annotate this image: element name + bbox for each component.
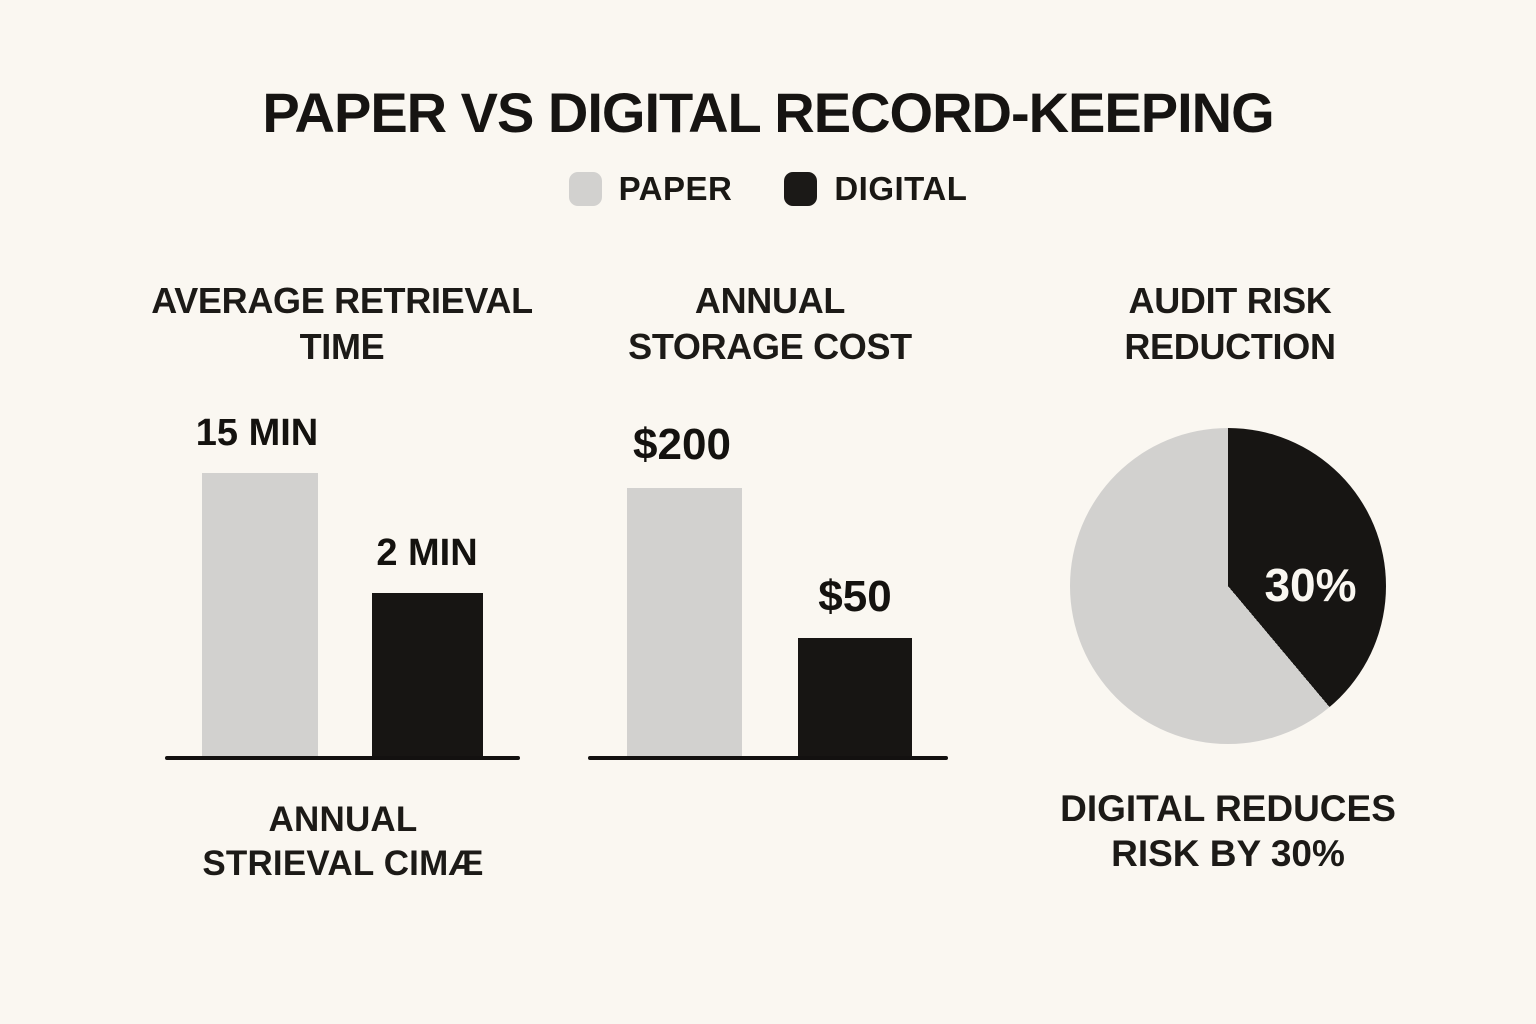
retrieval-digital-bar [372, 593, 483, 757]
storage-digital-value-label: $50 [818, 572, 892, 621]
audit-heading-line1: AUDIT RISK [1128, 280, 1332, 321]
legend-label-digital: DIGITAL [834, 170, 968, 207]
storage-heading-line2: STORAGE COST [628, 326, 912, 367]
audit-caption-line2: RISK BY 30% [1111, 833, 1345, 874]
audit-pie-slice-label: 30% [1264, 559, 1357, 611]
paper-swatch-icon [568, 172, 602, 206]
audit-caption-line1: DIGITAL REDUCES [1060, 788, 1396, 829]
storage-digital-bar [798, 638, 912, 757]
audit-panel-heading: AUDIT RISK REDUCTION [1030, 278, 1430, 370]
legend-item-paper: PAPER [568, 170, 733, 208]
audit-caption: DIGITAL REDUCES RISK BY 30% [1028, 786, 1428, 876]
storage-heading-line1: ANNUAL [694, 280, 846, 321]
retrieval-digital-value-label: 2 MIN [376, 532, 478, 574]
retrieval-caption: ANNUAL STRIEVAL CIMÆ [143, 798, 543, 886]
retrieval-paper-bar [202, 473, 318, 757]
retrieval-heading-line1: AVERAGE RETRIEVAL [151, 280, 533, 321]
legend: PAPER DIGITAL [0, 170, 1536, 208]
audit-heading-line2: REDUCTION [1124, 326, 1336, 367]
storage-axis-baseline [588, 756, 948, 760]
audit-pie-chart [1070, 428, 1386, 744]
legend-label-paper: PAPER [618, 170, 733, 207]
retrieval-axis-baseline [165, 756, 520, 760]
retrieval-caption-line2: STRIEVAL CIMÆ [202, 844, 484, 883]
retrieval-heading-line2: TIME [299, 326, 385, 367]
page-title: PAPER VS DIGITAL RECORD-KEEPING [262, 81, 1274, 144]
digital-swatch-icon [784, 172, 818, 206]
retrieval-panel-heading: AVERAGE RETRIEVAL TIME [142, 278, 542, 370]
storage-panel-heading: ANNUAL STORAGE COST [570, 278, 970, 370]
retrieval-paper-value-label: 15 MIN [195, 412, 319, 454]
retrieval-caption-line1: ANNUAL [268, 800, 418, 839]
legend-item-digital: DIGITAL [784, 170, 967, 208]
storage-paper-bar [627, 488, 742, 757]
storage-paper-value-label: $200 [633, 420, 731, 469]
